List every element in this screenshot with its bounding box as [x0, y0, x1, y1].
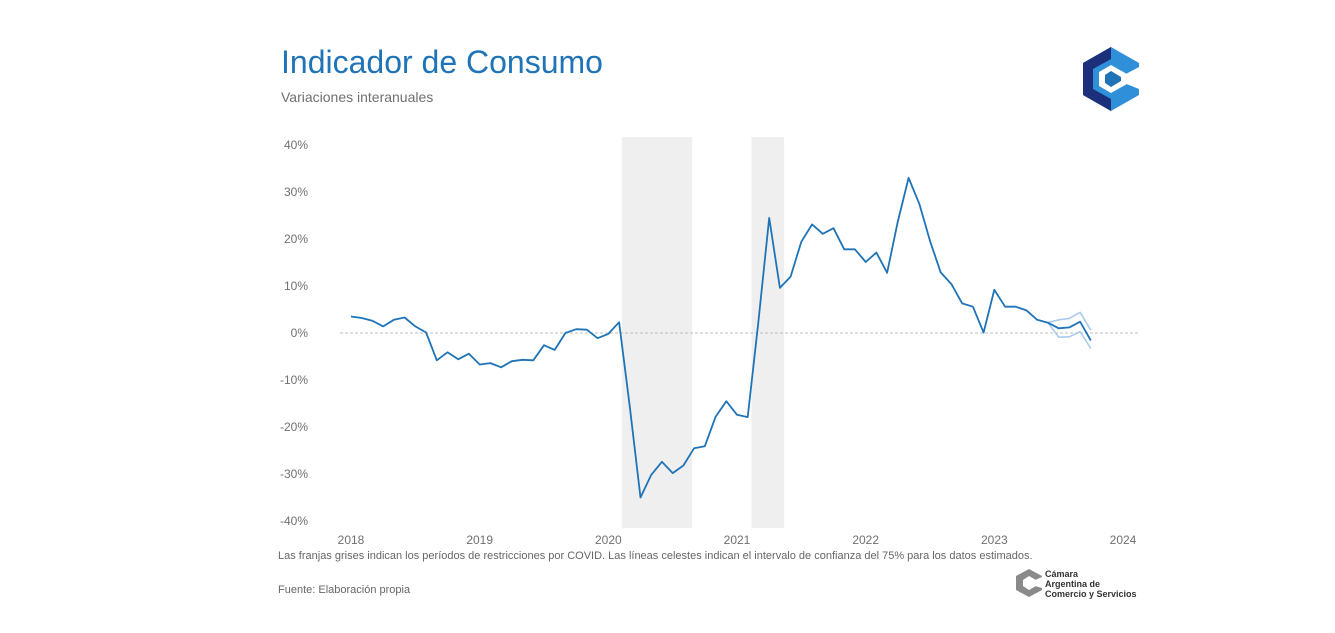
x-tick-label: 2019 — [466, 533, 493, 547]
y-axis-ticks: -40% -30% -20% -10% 0% 10% 20% 30% 40% — [280, 138, 308, 528]
y-tick-label: -10% — [280, 373, 308, 387]
series-ci-lower-line — [1047, 322, 1092, 349]
x-tick-label: 2020 — [595, 533, 622, 547]
x-tick-label: 2021 — [724, 533, 751, 547]
x-tick-label: 2023 — [981, 533, 1008, 547]
y-tick-label: 30% — [284, 185, 308, 199]
y-tick-label: -40% — [280, 514, 308, 528]
y-tick-label: -30% — [280, 467, 308, 481]
series-ci-upper-line — [1047, 311, 1092, 331]
cac-small-logo-icon — [1016, 569, 1042, 597]
y-tick-label: 20% — [284, 232, 308, 246]
org-name-line-2: Argentina de — [1045, 579, 1101, 589]
cac-logo-icon — [1083, 47, 1139, 111]
source-note: Fuente: Elaboración propia — [278, 584, 411, 596]
x-tick-label: 2022 — [852, 533, 879, 547]
org-name-line-1: Cámara — [1045, 569, 1079, 579]
x-axis-ticks: 2018 2019 2020 2021 2022 2023 2024 — [338, 533, 1137, 547]
series-main-line — [350, 176, 1092, 499]
x-tick-label: 2018 — [338, 533, 365, 547]
y-tick-label: 40% — [284, 138, 308, 152]
logo-notch — [1124, 67, 1139, 89]
chart-subtitle: Variaciones interanuales — [281, 89, 434, 105]
org-name: Cámara Argentina de Comercio y Servicios — [1045, 569, 1137, 599]
x-tick-label: 2024 — [1110, 533, 1137, 547]
series-lines — [350, 176, 1092, 499]
footnote-covid-ci: Las franjas grises indican los períodos … — [278, 550, 1033, 562]
y-tick-label: 0% — [291, 326, 309, 340]
y-tick-label: -20% — [280, 420, 308, 434]
chart-title: Indicador de Consumo — [281, 44, 603, 80]
y-tick-label: 10% — [284, 279, 308, 293]
logo-hexagon-left — [1083, 47, 1111, 111]
org-name-line-3: Comercio y Servicios — [1045, 589, 1137, 599]
logo-hexagon-core — [1105, 71, 1121, 87]
